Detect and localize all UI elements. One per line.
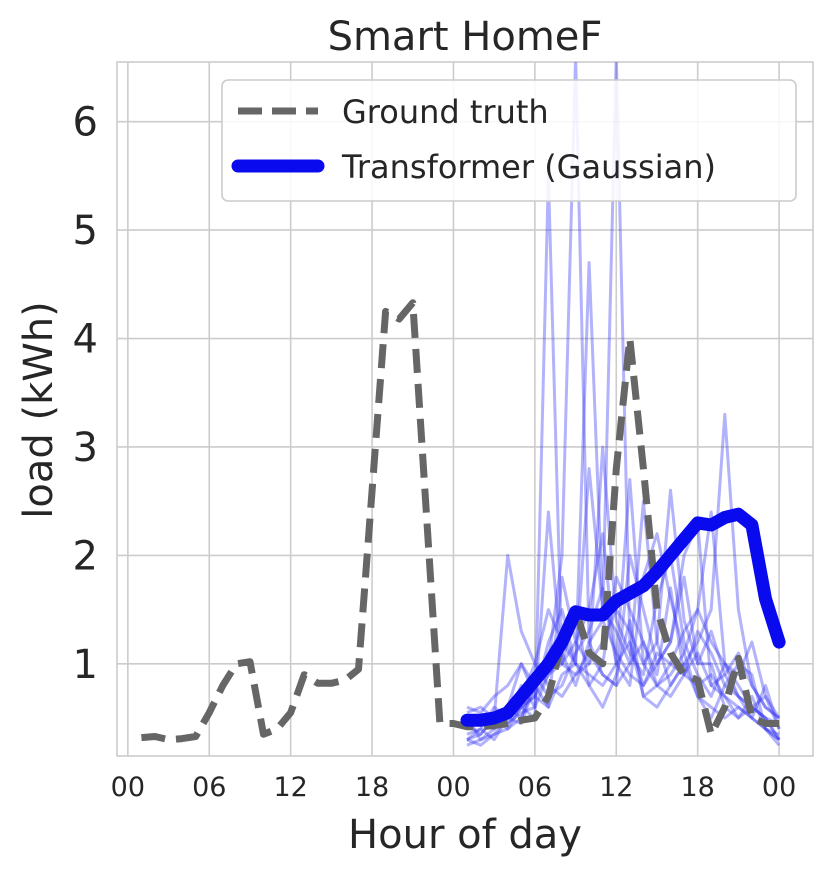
x-tick-label: 18: [355, 772, 389, 803]
y-tick-labels: 1 2 3 4 5 6: [73, 100, 98, 688]
x-tick-label: 06: [518, 772, 552, 803]
sample-line: [466, 62, 781, 731]
y-axis-label: load (kWh): [16, 301, 62, 518]
x-tick-label: 12: [273, 772, 307, 803]
legend-label-transformer: Transformer (Gaussian): [341, 148, 716, 186]
sample-line: [466, 640, 781, 747]
y-tick-label: 2: [73, 533, 98, 579]
sample-line: [466, 553, 780, 736]
sample-line: [466, 62, 781, 741]
x-tick-label: 06: [192, 772, 226, 803]
x-tick-label: 12: [599, 772, 633, 803]
x-tick-label: 18: [680, 772, 714, 803]
legend-label-ground-truth: Ground truth: [342, 93, 549, 131]
x-axis-label: Hour of day: [348, 812, 582, 858]
y-tick-label: 5: [73, 208, 98, 254]
x-tick-label: 00: [436, 772, 470, 803]
transformer-line: [460, 507, 786, 727]
legend-box: [221, 79, 797, 202]
ground-truth-line: [141, 299, 780, 744]
legend: Ground truth Transformer (Gaussian): [221, 79, 797, 202]
y-tick-label: 1: [73, 642, 98, 688]
chart-title: Smart HomeF: [328, 14, 603, 60]
y-tick-label: 6: [73, 100, 98, 146]
x-tick-label: 00: [111, 772, 145, 803]
x-tick-label: 00: [762, 772, 796, 803]
series-lines: [141, 299, 786, 744]
y-tick-label: 3: [73, 425, 98, 471]
sample-line: [466, 174, 781, 742]
x-tick-labels: 00 06 12 18 00 06 12 18 00: [111, 772, 797, 803]
y-tick-label: 4: [73, 317, 98, 363]
